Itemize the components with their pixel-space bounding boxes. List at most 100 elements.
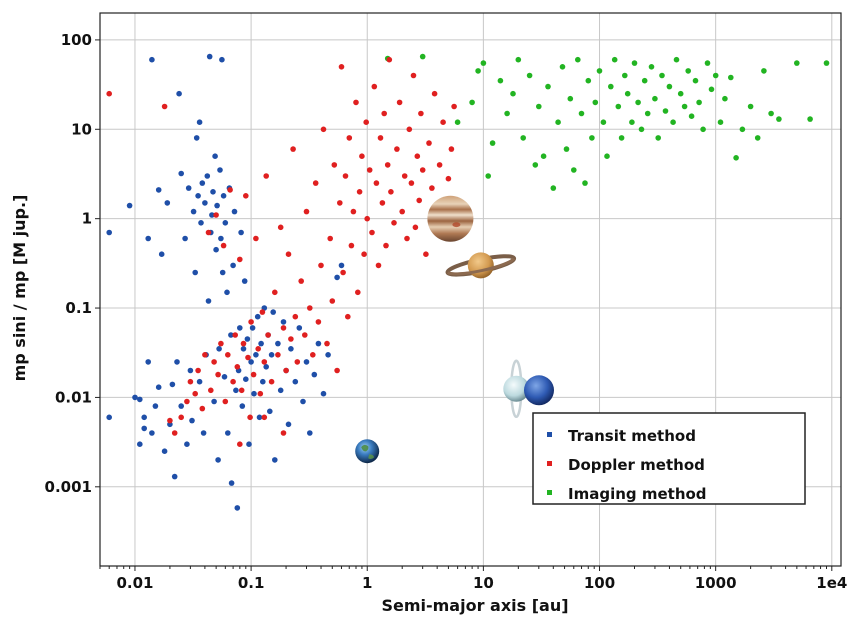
data-point-imaging	[700, 126, 706, 133]
data-point-imaging	[454, 119, 461, 125]
data-point-doppler	[205, 229, 212, 236]
data-point-transit	[193, 135, 200, 141]
data-point-doppler	[386, 56, 393, 63]
data-point-transit	[221, 374, 228, 380]
data-point-transit	[280, 319, 287, 325]
data-point-doppler	[337, 200, 343, 206]
data-point-doppler	[225, 352, 231, 358]
data-point-doppler	[356, 189, 363, 195]
legend-marker-transit	[547, 432, 552, 437]
data-point-doppler	[384, 162, 391, 168]
data-point-imaging	[733, 155, 739, 161]
data-point-imaging	[589, 135, 595, 141]
legend-marker-doppler	[547, 461, 552, 466]
data-point-transit	[164, 200, 171, 206]
data-point-imaging	[635, 99, 641, 106]
x-tick-label: 0.1	[238, 574, 265, 592]
data-point-imaging	[615, 103, 622, 110]
data-point-doppler	[451, 103, 457, 110]
data-point-imaging	[659, 72, 665, 79]
data-point-doppler	[353, 99, 359, 106]
data-point-transit	[206, 53, 213, 60]
data-point-imaging	[692, 77, 699, 84]
data-point-doppler	[261, 359, 268, 365]
data-point-doppler	[383, 242, 389, 249]
data-point-imaging	[526, 72, 533, 79]
data-point-transit	[141, 414, 147, 421]
data-point-imaging	[497, 77, 504, 84]
data-point-doppler	[290, 146, 296, 152]
data-point-doppler	[346, 135, 353, 141]
y-tick-label: 0.01	[55, 388, 92, 406]
x-axis-ticks: 0.01 0.1 1 10 100 1000 1e4	[99, 566, 847, 592]
data-point-transit	[222, 220, 229, 226]
data-point-doppler	[366, 167, 373, 173]
data-point-imaging	[728, 74, 734, 81]
data-point-doppler	[298, 278, 305, 284]
data-point-doppler	[359, 153, 365, 159]
data-point-transit	[106, 414, 112, 421]
data-point-imaging	[652, 95, 658, 102]
data-point-doppler	[342, 173, 349, 179]
data-point-transit	[161, 448, 168, 455]
data-point-transit	[270, 309, 277, 315]
data-point-transit	[106, 229, 112, 236]
data-point-doppler	[263, 173, 270, 179]
data-point-transit	[145, 359, 151, 365]
data-point-transit	[174, 359, 180, 365]
data-point-imaging	[504, 110, 510, 117]
data-point-imaging	[536, 103, 542, 110]
x-tick-label: 1	[362, 574, 372, 592]
data-point-transit	[253, 352, 259, 358]
data-point-imaging	[629, 119, 635, 125]
data-point-transit	[338, 262, 345, 269]
data-point-imaging	[567, 95, 574, 102]
data-point-imaging	[662, 108, 669, 114]
data-point-imaging	[688, 113, 695, 119]
data-point-imaging	[681, 103, 688, 110]
data-point-imaging	[776, 116, 782, 122]
data-point-doppler	[419, 167, 426, 173]
legend-label-transit: Transit method	[568, 427, 696, 445]
data-point-transit	[258, 340, 264, 347]
data-point-transit	[216, 346, 222, 352]
data-point-imaging	[685, 68, 691, 74]
data-point-doppler	[280, 430, 287, 436]
data-point-transit	[254, 313, 261, 320]
data-point-doppler	[324, 340, 330, 347]
data-point-imaging	[469, 99, 475, 106]
data-point-transit	[277, 387, 284, 394]
data-point-doppler	[283, 367, 289, 374]
data-point-doppler	[268, 378, 275, 385]
data-point-transit	[243, 376, 249, 383]
y-tick-label: 100	[61, 31, 92, 49]
data-point-doppler	[253, 235, 259, 242]
data-point-transit	[307, 430, 313, 436]
data-point-transit	[237, 325, 243, 331]
data-point-doppler	[440, 119, 446, 125]
data-point-imaging	[604, 153, 610, 159]
data-point-doppler	[416, 197, 423, 204]
data-point-transit	[231, 208, 238, 215]
data-point-imaging	[489, 140, 496, 146]
data-point-imaging	[739, 126, 746, 133]
data-point-transit	[267, 408, 273, 415]
data-point-imaging	[754, 135, 761, 141]
data-point-doppler	[277, 224, 284, 231]
data-point-doppler	[406, 126, 413, 133]
data-point-transit	[200, 430, 207, 436]
data-point-imaging	[708, 86, 715, 93]
data-point-transit	[158, 251, 165, 257]
data-point-doppler	[310, 352, 316, 358]
data-point-imaging	[611, 56, 618, 63]
data-point-imaging	[722, 95, 728, 102]
data-point-doppler	[161, 103, 168, 110]
y-axis-ticks: 0.001 0.01 0.1 1 10 100	[45, 31, 100, 496]
data-point-transit	[241, 278, 248, 284]
data-point-imaging	[807, 116, 813, 122]
data-point-doppler	[307, 305, 313, 311]
data-point-doppler	[412, 224, 419, 231]
data-point-transit	[171, 473, 178, 480]
data-point-doppler	[318, 262, 324, 269]
data-point-transit	[196, 378, 203, 385]
